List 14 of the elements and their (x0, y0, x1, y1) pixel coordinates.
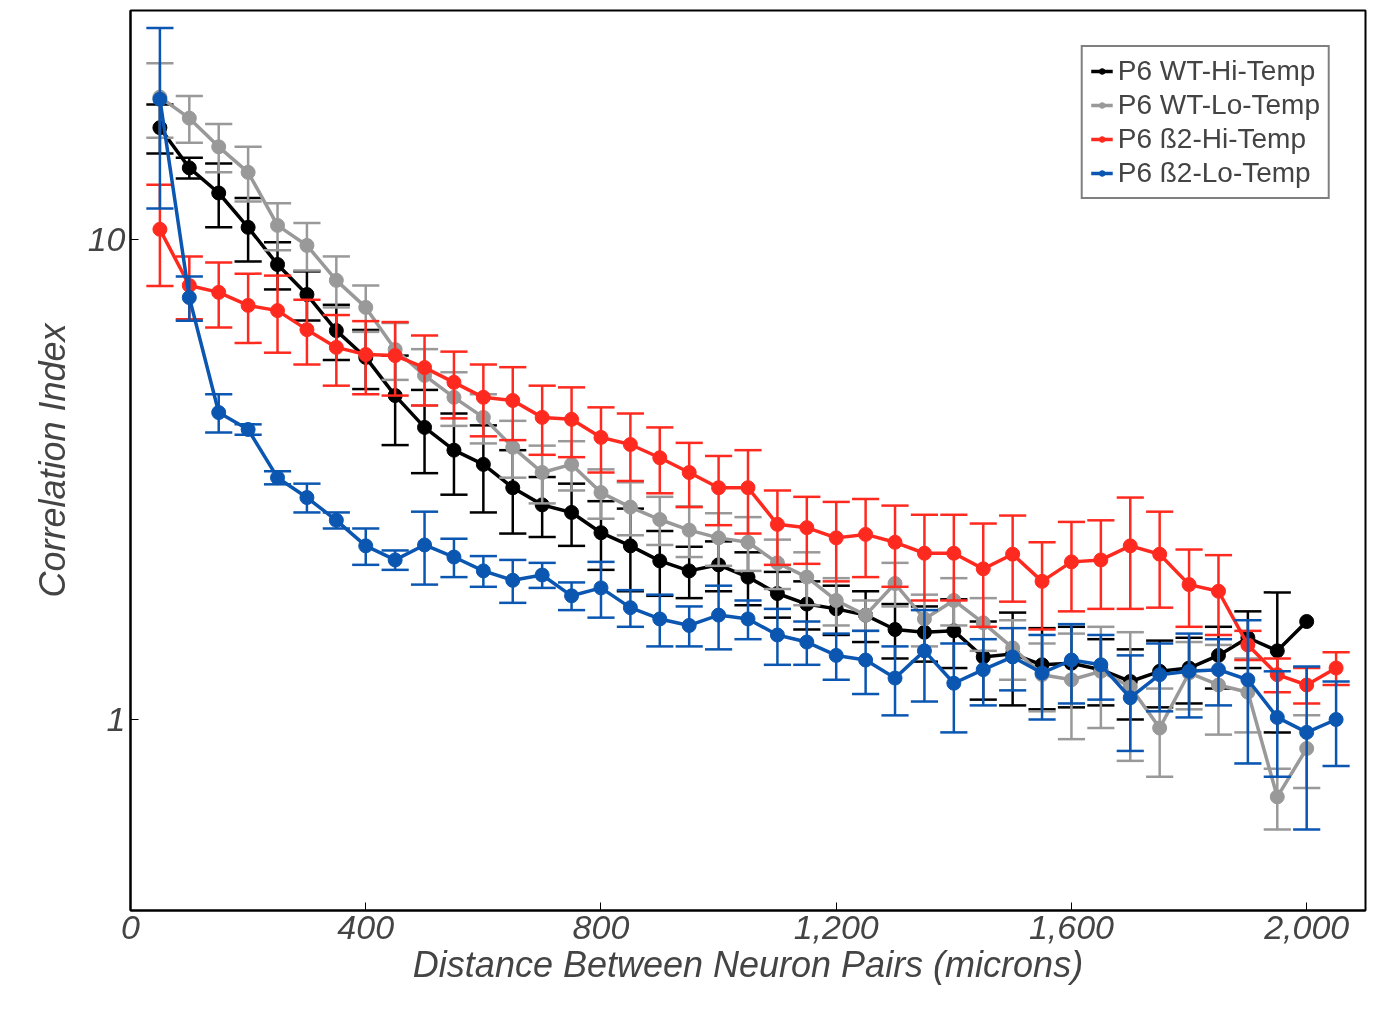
x-tick-label: 0 (121, 907, 141, 946)
x-tick-label: 2,000 (1263, 907, 1350, 946)
x-tick-label: 400 (337, 907, 395, 946)
legend-label: P6 ß2-Lo-Temp (1117, 157, 1311, 189)
x-tick-label: 1,200 (793, 907, 879, 946)
x-tick-label: 800 (572, 907, 630, 946)
y-axis-title: Correlation Index (31, 321, 73, 598)
legend-label: P6 WT-Lo-Temp (1117, 89, 1320, 121)
y-tick-label: 10 (87, 220, 126, 259)
x-axis-title: Distance Between Neuron Pairs (microns) (412, 943, 1084, 985)
legend-label: P6 WT-Hi-Temp (1117, 55, 1316, 87)
x-tick-label: 1,600 (1028, 907, 1115, 946)
legend-label: P6 ß2-Hi-Temp (1117, 123, 1306, 155)
y-tick-label: 1 (106, 700, 126, 738)
